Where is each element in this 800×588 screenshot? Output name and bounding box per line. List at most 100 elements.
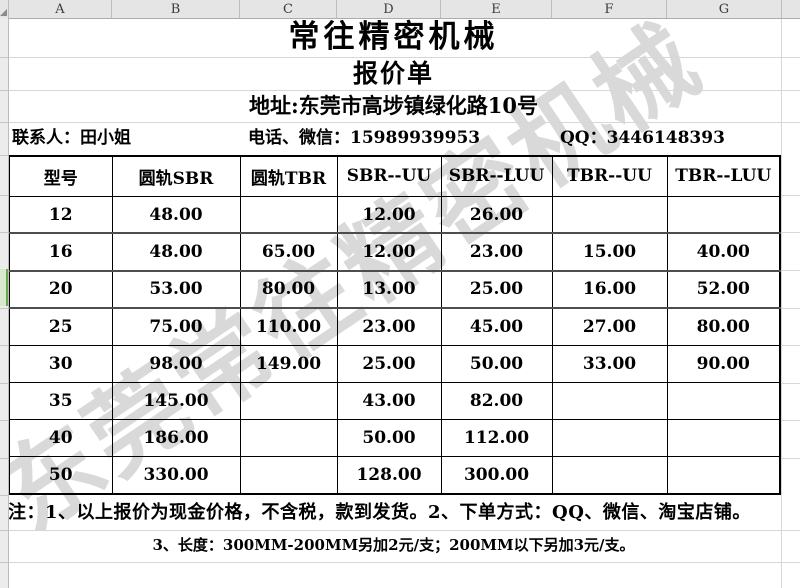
column-header-strip: A B C D E F G — [0, 0, 800, 19]
gridline — [0, 345, 8, 346]
col-model[interactable]: 型号 — [8, 155, 113, 197]
col-tbr-luu[interactable]: TBR--LUU — [666, 155, 781, 197]
qq-number[interactable]: QQ：3446148393 — [560, 128, 725, 148]
cell[interactable]: 98.00 — [111, 344, 241, 383]
quotation-title[interactable]: 报价单 — [352, 59, 434, 88]
cell-model[interactable]: 20 — [8, 270, 113, 309]
cell[interactable] — [551, 419, 668, 458]
cell[interactable]: 53.00 — [111, 270, 241, 309]
col-sbr-uu[interactable]: SBR--UU — [336, 155, 442, 197]
cell[interactable]: 23.00 — [440, 232, 553, 272]
cell[interactable] — [666, 419, 781, 458]
cell[interactable]: 23.00 — [336, 307, 442, 346]
column-header-c[interactable]: C — [240, 0, 337, 18]
cell[interactable] — [666, 195, 781, 235]
col-tbr[interactable]: 圆轨TBR — [239, 155, 338, 197]
column-header-partial[interactable] — [782, 0, 800, 18]
table-row: 25 75.00 110.00 23.00 45.00 27.00 80.00 — [8, 307, 781, 346]
gridline — [0, 562, 8, 563]
cell[interactable] — [551, 381, 668, 421]
cell[interactable]: 25.00 — [440, 270, 553, 309]
cell[interactable]: 33.00 — [551, 344, 668, 383]
cell-model[interactable]: 25 — [8, 307, 113, 346]
cell[interactable]: 40.00 — [666, 232, 781, 272]
cell[interactable] — [666, 381, 781, 421]
cell[interactable]: 82.00 — [440, 381, 553, 421]
cell[interactable]: 50.00 — [336, 419, 442, 458]
cell[interactable]: 186.00 — [111, 419, 241, 458]
cell[interactable]: 25.00 — [336, 344, 442, 383]
cell[interactable]: 13.00 — [336, 270, 442, 309]
col-sbr[interactable]: 圆轨SBR — [111, 155, 241, 197]
gridline — [8, 57, 800, 58]
cell[interactable]: 149.00 — [239, 344, 338, 383]
contact-person[interactable]: 联系人：田小姐 — [12, 128, 131, 148]
column-header-e[interactable]: E — [441, 0, 552, 18]
column-header-g[interactable]: G — [667, 0, 782, 18]
cell-model[interactable]: 16 — [8, 232, 113, 272]
note-line-2[interactable]: 3、长度：300MM-200MM另加2元/支；200MM以下另加3元/支。 — [152, 536, 635, 554]
cell-model[interactable]: 12 — [8, 195, 113, 235]
cell[interactable] — [239, 195, 338, 235]
cell[interactable] — [551, 456, 668, 495]
cell-model[interactable]: 40 — [8, 419, 113, 458]
cell[interactable]: 330.00 — [111, 456, 241, 495]
cell[interactable]: 110.00 — [239, 307, 338, 346]
cell[interactable]: 48.00 — [111, 195, 241, 235]
col-tbr-uu[interactable]: TBR--UU — [551, 155, 668, 197]
cell[interactable]: 80.00 — [666, 307, 781, 346]
gridline — [781, 270, 800, 271]
cell[interactable]: 80.00 — [239, 270, 338, 309]
column-header-d[interactable]: D — [337, 0, 441, 18]
cell[interactable] — [239, 381, 338, 421]
gridline — [0, 308, 8, 309]
cell[interactable]: 26.00 — [440, 195, 553, 235]
cell-model[interactable]: 50 — [8, 456, 113, 495]
cell[interactable]: 27.00 — [551, 307, 668, 346]
cell[interactable]: 48.00 — [111, 232, 241, 272]
price-table: 型号 圆轨SBR 圆轨TBR SBR--UU SBR--LUU TBR--UU … — [8, 155, 781, 495]
cell[interactable]: 75.00 — [111, 307, 241, 346]
cell[interactable]: 12.00 — [336, 195, 442, 235]
cell[interactable]: 128.00 — [336, 456, 442, 495]
gridline — [8, 122, 800, 123]
gridline — [0, 155, 8, 156]
row-header-rail[interactable] — [0, 18, 9, 588]
column-header-a[interactable]: A — [9, 0, 112, 18]
cell-model[interactable]: 30 — [8, 344, 113, 383]
gridline — [781, 18, 782, 588]
cell[interactable]: 90.00 — [666, 344, 781, 383]
table-row: 30 98.00 149.00 25.00 50.00 33.00 90.00 — [8, 344, 781, 383]
cell[interactable]: 112.00 — [440, 419, 553, 458]
cell[interactable]: 12.00 — [336, 232, 442, 272]
cell[interactable]: 45.00 — [440, 307, 553, 346]
cell[interactable]: 300.00 — [440, 456, 553, 495]
cell[interactable] — [551, 195, 668, 235]
selected-row-header-highlight[interactable] — [0, 269, 8, 306]
cell[interactable] — [239, 419, 338, 458]
cell[interactable]: 16.00 — [551, 270, 668, 309]
gridline — [0, 458, 8, 459]
company-title[interactable]: 常往精密机械 — [288, 19, 499, 55]
table-row-selected: 20 53.00 80.00 13.00 25.00 16.00 52.00 — [8, 270, 781, 309]
col-sbr-luu[interactable]: SBR--LUU — [440, 155, 553, 197]
cell[interactable] — [239, 456, 338, 495]
column-header-b[interactable]: B — [112, 0, 240, 18]
select-all-corner[interactable] — [0, 0, 9, 18]
address-line[interactable]: 地址:东莞市高埗镇绿化路10号 — [249, 93, 538, 118]
cell[interactable]: 145.00 — [111, 381, 241, 421]
gridline — [0, 90, 8, 91]
gridline — [8, 530, 800, 531]
cell[interactable] — [666, 456, 781, 495]
cell[interactable]: 15.00 — [551, 232, 668, 272]
phone-wechat[interactable]: 电话、微信：15989939953 — [248, 128, 481, 148]
cell[interactable]: 43.00 — [336, 381, 442, 421]
cell[interactable]: 52.00 — [666, 270, 781, 309]
cell-model[interactable]: 35 — [8, 381, 113, 421]
note-line-1[interactable]: 注：1、以上报价为现金价格，不含税，款到发货。2、下单方式：QQ、微信、淘宝店铺… — [8, 502, 751, 523]
cell[interactable]: 50.00 — [440, 344, 553, 383]
column-header-f[interactable]: F — [552, 0, 667, 18]
gridline — [0, 420, 8, 421]
cell[interactable]: 65.00 — [239, 232, 338, 272]
